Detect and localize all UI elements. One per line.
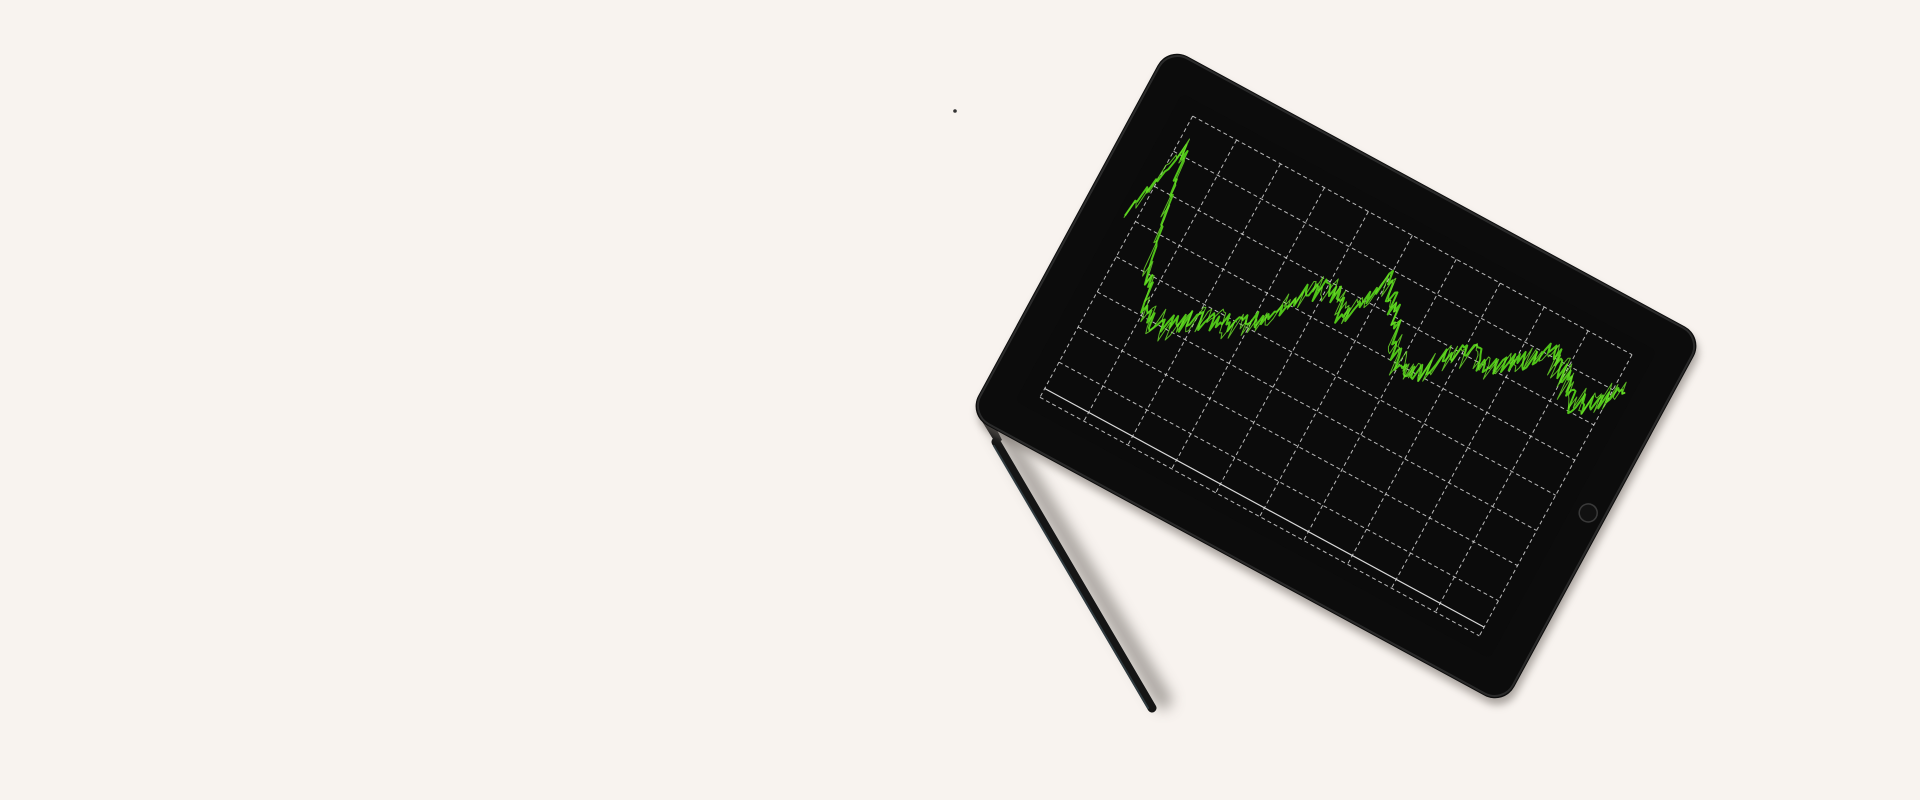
grid-line-horizontal <box>1135 221 1576 461</box>
grid-line-vertical <box>1434 330 1589 613</box>
pencil-highlight <box>993 445 1149 709</box>
chart-baseline <box>1044 388 1485 628</box>
tablet-bezel-edge <box>976 55 1696 697</box>
grid-line-horizontal <box>1192 115 1633 356</box>
grid-line-vertical <box>1215 211 1369 493</box>
stock-trend-line <box>1124 144 1626 415</box>
pencil-body <box>991 437 1157 713</box>
grid-line-horizontal <box>1154 185 1595 426</box>
grid-line-vertical <box>1478 354 1633 637</box>
grid-line-horizontal <box>1077 326 1518 567</box>
grid-line-horizontal <box>1096 291 1537 531</box>
grid-line-horizontal <box>1173 150 1614 391</box>
stock-trend-noise <box>1123 138 1627 416</box>
grid-line-horizontal <box>1058 361 1499 602</box>
grid-line-vertical <box>1303 259 1457 541</box>
grid-line-vertical <box>1083 139 1238 422</box>
grid-line-horizontal <box>1116 256 1556 496</box>
grid-line-vertical <box>1347 282 1501 565</box>
tablet-screen <box>1017 95 1655 657</box>
grid-line-horizontal <box>1039 396 1480 637</box>
pencil-shadow <box>991 419 1172 709</box>
home-button-icon <box>1578 503 1598 523</box>
grid-line-vertical <box>1171 187 1325 470</box>
grid-line-vertical <box>1391 306 1545 589</box>
tablet <box>975 53 1699 706</box>
grid-line-vertical <box>1039 115 1194 398</box>
dust-speck <box>953 109 957 113</box>
chart-grid <box>1039 115 1633 637</box>
grid-line-vertical <box>1259 235 1413 517</box>
grid-line-vertical <box>1127 163 1281 446</box>
